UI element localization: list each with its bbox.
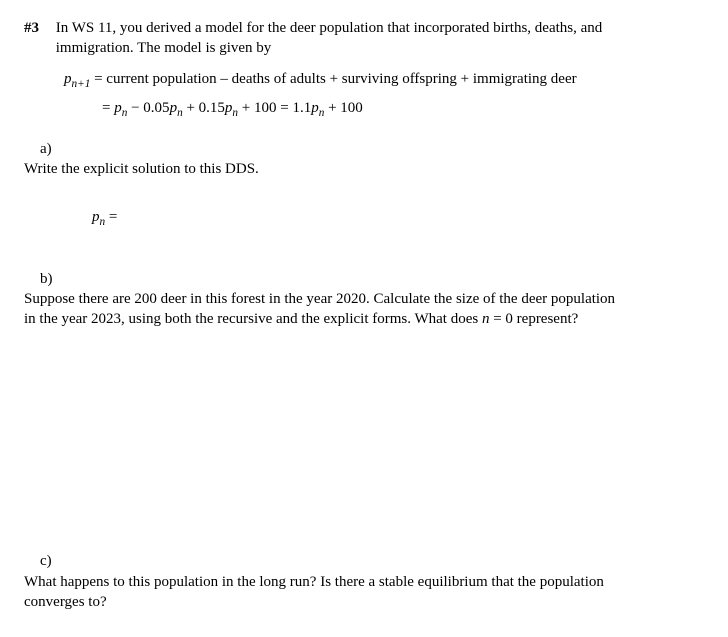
intro-line2: immigration. The model is given by xyxy=(56,40,272,56)
eqn-lhs-sub: n+1 xyxy=(72,78,91,90)
eqn-lhs-sym: p xyxy=(64,71,72,87)
part-c-line2: converges to? xyxy=(24,594,107,610)
part-c: c) What happens to this population in th… xyxy=(24,551,704,612)
part-b-line1: Suppose there are 200 deer in this fores… xyxy=(24,291,615,307)
part-c-label: c) xyxy=(40,551,64,571)
eq2-p4: p xyxy=(311,100,319,116)
eqn-rhs-words: = current population – deaths of adults … xyxy=(90,71,576,87)
eq2-b3: + 100 = 1.1 xyxy=(238,100,311,116)
part-c-text: What happens to this population in the l… xyxy=(24,572,664,613)
spacer-ab xyxy=(24,231,704,265)
part-b-text: Suppose there are 200 deer in this fores… xyxy=(24,289,664,330)
equation-line1: pn+1 = current population – deaths of ad… xyxy=(64,69,704,92)
part-a: a) Write the explicit solution to this D… xyxy=(24,139,704,180)
eq2-b2: + 0.15 xyxy=(183,100,225,116)
intro-line1: In WS 11, you derived a model for the de… xyxy=(56,20,603,36)
eq2-p1: p xyxy=(114,100,122,116)
pn-sym: p xyxy=(92,209,100,225)
part-b-line2-post: = 0 represent? xyxy=(489,311,578,327)
eq2-b1: − 0.05 xyxy=(127,100,169,116)
problem-block: #3 In WS 11, you derived a model for the… xyxy=(24,18,704,59)
part-a-text: Write the explicit solution to this DDS. xyxy=(24,159,664,179)
problem-intro: In WS 11, you derived a model for the de… xyxy=(56,18,696,59)
part-b: b) Suppose there are 200 deer in this fo… xyxy=(24,269,704,330)
pn-eq-sign: = xyxy=(105,209,117,225)
spacer-bc xyxy=(24,329,704,547)
part-a-label: a) xyxy=(40,139,64,159)
equation-line2: = pn − 0.05pn + 0.15pn + 100 = 1.1pn + 1… xyxy=(102,98,704,121)
problem-number: #3 xyxy=(24,18,52,38)
eq2-p2: p xyxy=(170,100,178,116)
part-a-formula: pn = xyxy=(92,207,704,230)
part-b-label: b) xyxy=(40,269,64,289)
part-b-line2-pre: in the year 2023, using both the recursi… xyxy=(24,311,482,327)
eq2-pre: = xyxy=(102,100,114,116)
eq2-b4: + 100 xyxy=(324,100,362,116)
part-c-line1: What happens to this population in the l… xyxy=(24,574,604,590)
